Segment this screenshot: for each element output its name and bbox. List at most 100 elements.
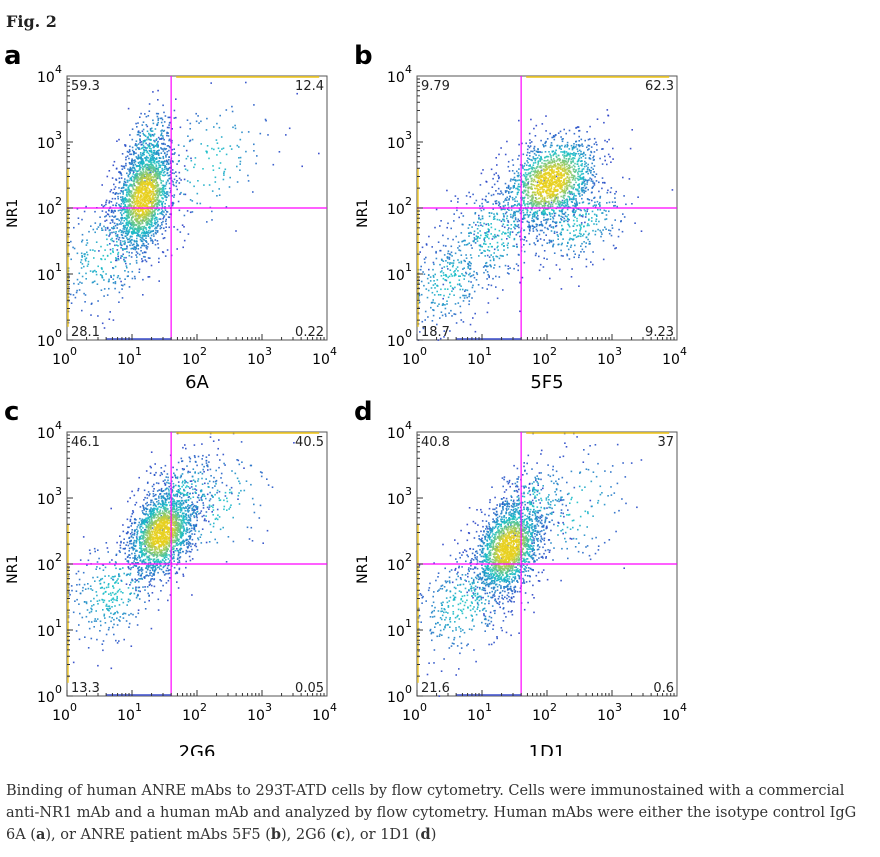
event-point: [458, 261, 460, 264]
event-point: [568, 239, 571, 241]
event-point: [543, 196, 546, 199]
event-point: [559, 130, 562, 133]
event-point: [78, 272, 81, 275]
event-point: [447, 261, 449, 264]
event-point: [548, 241, 551, 244]
event-point: [563, 213, 565, 215]
event-point: [127, 174, 129, 177]
event-point: [578, 149, 581, 152]
event-point: [135, 170, 137, 172]
event-point: [527, 145, 529, 147]
event-point: [507, 265, 510, 267]
event-point: [153, 139, 155, 142]
event-point: [164, 143, 166, 146]
event-point: [543, 200, 546, 202]
event-point: [155, 165, 158, 168]
event-point: [419, 251, 421, 253]
event-point: [566, 186, 569, 189]
event-point: [159, 117, 162, 120]
event-point: [147, 192, 150, 194]
event-point: [558, 214, 560, 217]
event-point: [548, 211, 551, 214]
event-point: [536, 223, 538, 226]
event-point: [592, 229, 594, 232]
event-point: [568, 224, 570, 227]
event-point: [436, 305, 439, 307]
event-point: [493, 259, 495, 262]
event-point: [436, 279, 439, 281]
event-point: [123, 256, 125, 259]
event-point: [457, 197, 459, 200]
event-point: [573, 146, 576, 149]
event-point: [528, 243, 531, 246]
event-point: [155, 139, 157, 141]
event-point: [110, 189, 113, 191]
event-point: [137, 183, 140, 186]
event-point: [163, 129, 166, 132]
event-point: [159, 225, 161, 227]
event-point: [155, 143, 158, 146]
event-point: [449, 330, 451, 332]
event-point: [510, 187, 512, 189]
event-point: [85, 205, 87, 208]
event-point: [453, 294, 455, 296]
event-point: [447, 268, 449, 270]
event-point: [150, 182, 153, 185]
event-point: [580, 144, 582, 147]
event-point: [479, 249, 481, 251]
event-point: [169, 174, 172, 176]
event-point: [89, 249, 92, 251]
event-point: [452, 264, 454, 267]
event-point: [454, 195, 457, 197]
event-point: [586, 210, 588, 213]
event-point: [101, 204, 103, 206]
x-tick-exponent: 1: [135, 345, 142, 358]
event-point: [146, 184, 149, 187]
event-point: [210, 82, 212, 84]
event-point: [136, 176, 138, 179]
event-point: [508, 192, 510, 194]
event-point: [492, 193, 495, 196]
event-point: [157, 213, 159, 215]
event-point: [558, 159, 561, 162]
event-point: [158, 190, 161, 193]
event-point: [148, 210, 151, 213]
event-point: [479, 184, 482, 186]
event-point: [567, 179, 570, 182]
event-point: [150, 199, 152, 201]
event-point: [139, 135, 141, 137]
event-point: [116, 276, 119, 279]
event-point: [144, 183, 147, 186]
event-point: [171, 128, 173, 130]
event-point: [157, 190, 159, 192]
event-point: [595, 141, 597, 144]
event-point: [508, 199, 510, 201]
event-point: [555, 194, 557, 197]
event-point: [168, 139, 170, 142]
event-point: [543, 231, 545, 234]
event-point: [168, 149, 170, 152]
event-point: [143, 185, 145, 188]
event-point: [140, 195, 143, 197]
event-point: [163, 164, 165, 166]
event-point: [545, 130, 547, 132]
event-point: [494, 200, 497, 203]
event-point: [140, 172, 142, 175]
event-point: [529, 187, 532, 190]
event-point: [512, 214, 515, 216]
event-point: [551, 144, 553, 147]
event-point: [132, 248, 135, 250]
event-point: [151, 155, 154, 158]
event-point: [92, 228, 95, 231]
event-point: [496, 297, 499, 300]
event-point: [544, 212, 546, 215]
event-point: [171, 202, 173, 204]
event-point: [582, 178, 584, 180]
event-point: [631, 203, 633, 205]
event-point: [571, 147, 574, 150]
event-point: [122, 230, 124, 233]
y-tick-exponent: 2: [55, 195, 62, 208]
event-point: [465, 244, 468, 246]
event-point: [115, 218, 118, 220]
event-point: [544, 156, 546, 159]
